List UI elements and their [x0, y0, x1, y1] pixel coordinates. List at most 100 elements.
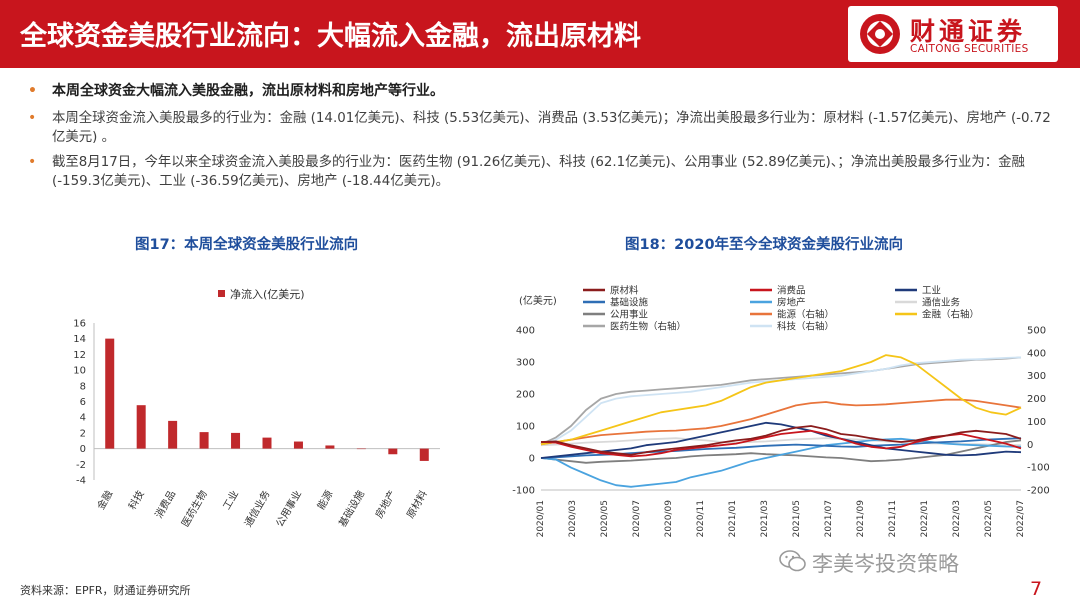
watermark: 李美岑投资策略	[812, 552, 959, 576]
cumulative-flow-line-chart: (亿美元) -100 0 100 200 300 400 -200 -100 0 100 200 300…	[512, 285, 1050, 538]
y2-tick-label: 0	[1027, 440, 1033, 451]
x-tick-label: 原材料	[404, 488, 430, 520]
y-tick-label: 6	[80, 397, 86, 408]
legend-label: 工业	[922, 286, 941, 297]
series-line	[540, 356, 1022, 446]
x-tick-label: 2021/01	[728, 500, 738, 537]
y-tick-label: 16	[73, 319, 86, 330]
y-tick-label: -2	[76, 460, 86, 471]
bullet-dot-icon: •	[28, 110, 37, 126]
bar	[325, 445, 335, 449]
y-axis-label: (亿美元)	[519, 294, 557, 307]
x-tick-label: 2020/05	[600, 500, 610, 537]
y2-tick-label: 100	[1027, 417, 1046, 428]
legend-label: 公用事业	[610, 309, 648, 321]
bullet-dot-icon: •	[28, 83, 37, 99]
bar	[262, 437, 272, 449]
bullet-dot-icon: •	[28, 154, 37, 170]
bar	[293, 441, 303, 449]
bullet-text: 本周全球资金流入美股最多的行业为：金融 (14.01亿美元)、科技 (5.53亿…	[52, 111, 1051, 145]
x-tick-label: 2022/03	[952, 500, 962, 537]
legend-label: 净流入(亿美元)	[230, 287, 305, 301]
y-tick-label: 2	[80, 428, 86, 439]
x-tick-label: 2022/05	[984, 500, 994, 537]
x-tick-label: 2020/07	[632, 500, 642, 537]
legend-label: 能源（右轴）	[777, 309, 834, 321]
series-line	[540, 398, 1022, 446]
x-tick-label: 2022/07	[1016, 500, 1026, 537]
bar	[419, 448, 429, 461]
x-tick-label: 公用事业	[273, 488, 304, 529]
x-tick-label: 2022/01	[920, 500, 930, 537]
x-tick-label: 2021/09	[856, 500, 866, 538]
y2-tick-label: 200	[1027, 394, 1046, 405]
y2-tick-label: -200	[1027, 486, 1050, 497]
y-tick-label: 0	[80, 444, 86, 455]
header-bar: 全球资金美股行业流向：大幅流入金融，流出原材料 财通证券 CAITONG SEC…	[0, 0, 1080, 68]
x-tick-label: 通信业务	[241, 488, 272, 529]
logo-text-en: CAITONG SECURITIES	[910, 43, 1029, 55]
page-title: 全球资金美股行业流向：大幅流入金融，流出原材料	[20, 21, 641, 52]
bar	[199, 432, 209, 449]
x-tick-label: 工业	[221, 489, 241, 512]
series-line	[540, 421, 1022, 459]
figure-17-title: 图17：本周全球资金美股行业流向	[135, 237, 359, 253]
legend-label: 科技（右轴）	[777, 321, 834, 333]
x-tick-label: 2021/11	[888, 500, 898, 537]
x-tick-label: 能源	[314, 488, 335, 512]
x-tick-label: 医药生物	[178, 488, 209, 529]
legend-swatch	[218, 290, 225, 297]
company-logo: 财通证券 CAITONG SECURITIES	[848, 6, 1058, 62]
x-tick-label: 2021/07	[824, 500, 834, 537]
legend-label: 通信业务	[922, 297, 961, 309]
y-tick-label: 200	[516, 390, 535, 401]
x-tick-label: 金融	[94, 488, 115, 512]
bar	[356, 448, 366, 450]
x-tick-label: 消费品	[152, 488, 178, 520]
y2-tick-label: 400	[1027, 348, 1046, 359]
logo-text-cn: 财通证券	[910, 17, 1027, 46]
series-line	[540, 425, 1022, 456]
y-tick-label: 14	[73, 334, 86, 345]
bar	[168, 420, 178, 449]
x-tick-label: 2021/03	[760, 500, 770, 537]
x-tick-label: 2020/11	[696, 500, 706, 537]
bullet-item: • 本周全球资金大幅流入美股金融，流出原材料和房地产等行业。	[28, 82, 1058, 101]
bar	[231, 432, 241, 449]
page-number: 7	[1030, 578, 1043, 600]
series-line	[540, 354, 1022, 446]
y-tick-label: 8	[80, 381, 86, 392]
x-tick-label: 2020/09	[664, 500, 674, 538]
y2-tick-label: 300	[1027, 371, 1046, 382]
x-tick-label: 科技	[126, 488, 147, 512]
bar	[388, 448, 398, 455]
y-tick-label: 300	[516, 358, 535, 369]
bullet-item: • 本周全球资金流入美股最多的行业为：金融 (14.01亿美元)、科技 (5.53…	[28, 109, 1058, 147]
y-tick-label: 400	[516, 326, 535, 337]
weekly-flow-bar-chart: 净流入(亿美元) -4 -2 0 2 4 6 8 10 12 14 16 金融 科技 消费品 医药生物 工业 通信…	[73, 287, 440, 529]
figure-18-title: 图18：2020年至今全球资金美股行业流向	[625, 237, 904, 253]
legend-label: 基础设施	[610, 297, 649, 309]
legend-label: 消费品	[777, 285, 806, 297]
x-tick-label: 2020/01	[536, 500, 546, 537]
y-tick-label: -4	[76, 476, 86, 487]
x-tick-label: 2021/05	[792, 500, 802, 537]
x-tick-label: 房地产	[372, 488, 398, 520]
y2-tick-label: 500	[1027, 326, 1046, 337]
summary-bullets: • 本周全球资金大幅流入美股金融，流出原材料和房地产等行业。 • 本周全球资金流入美…	[28, 82, 1058, 197]
source-note: 资料来源：EPFR，财通证券研究所	[20, 584, 191, 597]
x-tick-label: 基础设施	[336, 488, 367, 529]
bar	[136, 405, 146, 449]
logo-mark-icon	[860, 14, 900, 54]
wechat-icon	[779, 550, 806, 572]
y2-tick-label: -100	[1027, 463, 1050, 474]
legend-label: 医药生物（右轴）	[610, 321, 686, 333]
y-tick-label: 0	[529, 454, 535, 465]
bar	[105, 338, 115, 449]
bullet-text: 截至8月17日，今年以来全球资金流入美股最多的行业为：医药生物 (91.26亿美…	[52, 155, 1025, 189]
y-tick-label: 100	[516, 422, 535, 433]
legend-label: 原材料	[610, 285, 639, 297]
y-tick-label: 10	[73, 366, 86, 377]
x-tick-label: 2020/03	[568, 500, 578, 537]
y-tick-label: 12	[73, 350, 86, 361]
